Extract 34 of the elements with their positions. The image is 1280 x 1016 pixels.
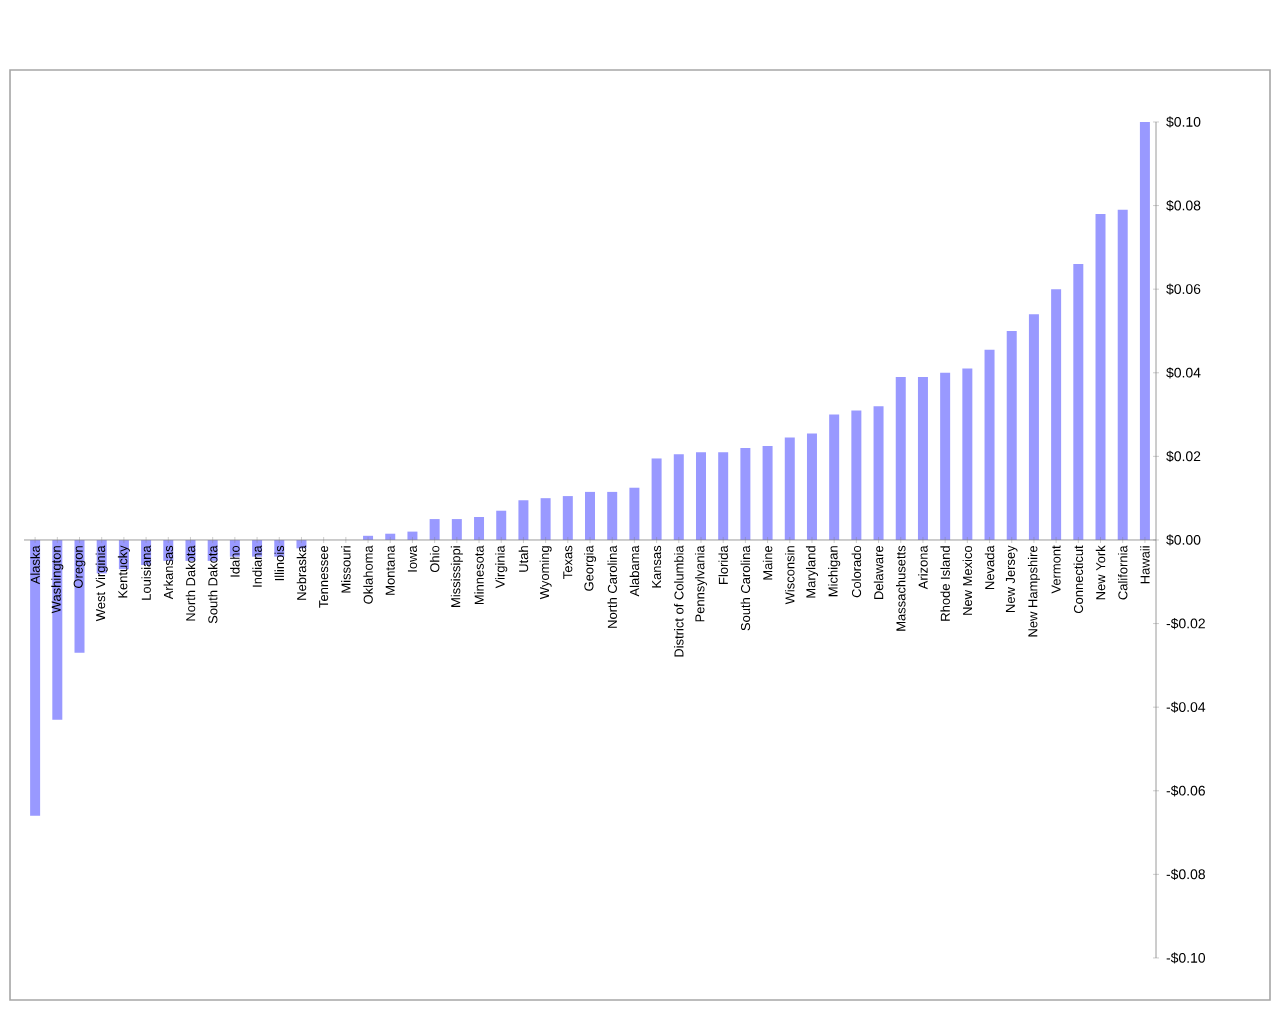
bar (1117, 209, 1128, 540)
bar (740, 448, 751, 540)
bar (806, 433, 817, 540)
bar (1073, 264, 1084, 540)
bar (695, 452, 706, 540)
bar (895, 376, 906, 540)
bar (629, 487, 640, 540)
bar (540, 498, 551, 540)
bar (429, 519, 440, 540)
bar (474, 516, 485, 540)
bar (1095, 213, 1106, 540)
bar (451, 519, 462, 540)
bar (873, 406, 884, 540)
bar (651, 458, 662, 540)
bar (917, 376, 928, 540)
bar (585, 491, 596, 540)
bar (1028, 314, 1039, 540)
bar (1139, 121, 1150, 540)
bar (784, 437, 795, 540)
bar (673, 454, 684, 540)
bar (30, 539, 41, 816)
bar (940, 372, 951, 540)
bar (496, 510, 507, 540)
bar (562, 496, 573, 540)
bar (1051, 289, 1062, 540)
bar (518, 500, 529, 540)
bar (718, 452, 729, 540)
bar (984, 349, 995, 540)
bar (851, 410, 862, 540)
bar (607, 491, 618, 540)
bar (1006, 330, 1017, 540)
bar (829, 414, 840, 540)
bar (762, 445, 773, 540)
bar (962, 368, 973, 540)
